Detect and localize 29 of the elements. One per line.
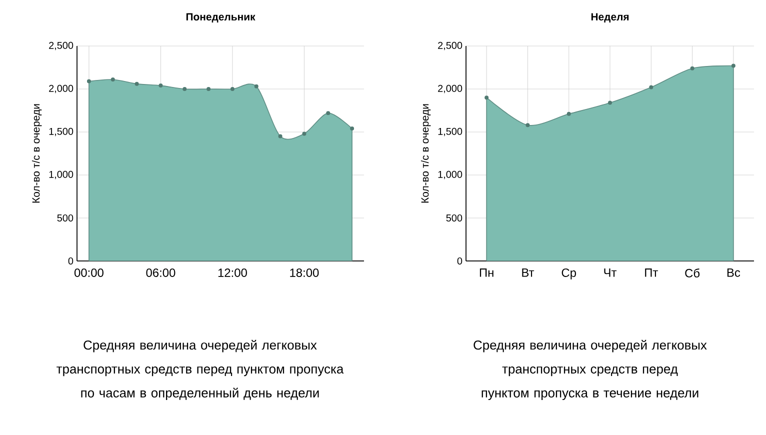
y-tick-label: 1,000: [438, 170, 462, 180]
y-tick-label: 1,000: [49, 170, 74, 180]
x-tick-label: 06:00: [146, 268, 176, 277]
y-tick-label: 500: [57, 214, 74, 222]
x-tick-label: 00:00: [74, 268, 104, 277]
chart-title: Неделя: [591, 13, 629, 22]
x-tick-label: Пт: [645, 268, 658, 277]
y-tick-label: 1,500: [49, 128, 74, 136]
y-tick-label: 2,000: [49, 84, 74, 94]
text: Средняя величина очередей легковых транспортных средств перед пунктом пропуска в течение недели: [474, 340, 707, 400]
y-tick-label: 0: [68, 257, 74, 265]
y-tick-label: 500: [446, 214, 462, 222]
x-tick-label: Вс: [727, 268, 740, 277]
x-tick-label: 18:00: [290, 268, 319, 277]
x-tick-label: Чт: [604, 268, 617, 277]
x-tick-label: Сб: [685, 268, 700, 278]
x-tick-label: Вт: [522, 268, 534, 277]
x-tick-label: 12:00: [218, 268, 247, 277]
y-tick-label: 2,500: [49, 42, 74, 50]
y-tick-label: 2,500: [438, 42, 462, 50]
y-tick-label: 1,500: [438, 128, 462, 136]
x-tick-label: Ср: [562, 268, 576, 280]
chart-title: Понедельник: [186, 13, 256, 22]
y-axis-title: Кол-во т/с в очереди: [32, 104, 42, 203]
y-tick-label: 0: [457, 257, 462, 265]
text: Средняя величина очередей легковых транспортных средств перед пунктом пропуска по часам в определенный день недели: [56, 340, 344, 400]
y-axis-title: Кол-во т/с в очереди: [420, 104, 431, 203]
y-tick-label: 2,000: [438, 84, 462, 94]
x-tick-label: Пн: [480, 268, 494, 277]
